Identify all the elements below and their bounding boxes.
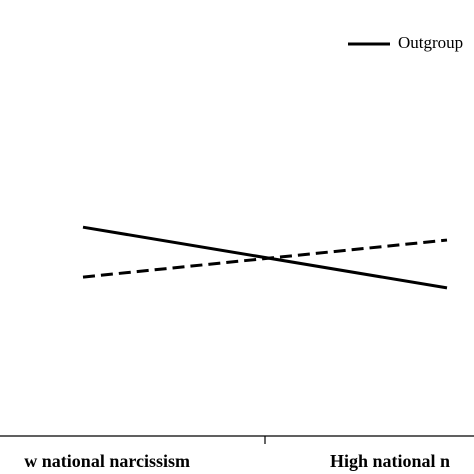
x-tick-label: w national narcissism — [24, 451, 190, 471]
series-line — [82, 238, 448, 279]
legend-label: Outgroup — [398, 33, 463, 52]
x-tick-label: High national n — [330, 451, 450, 471]
